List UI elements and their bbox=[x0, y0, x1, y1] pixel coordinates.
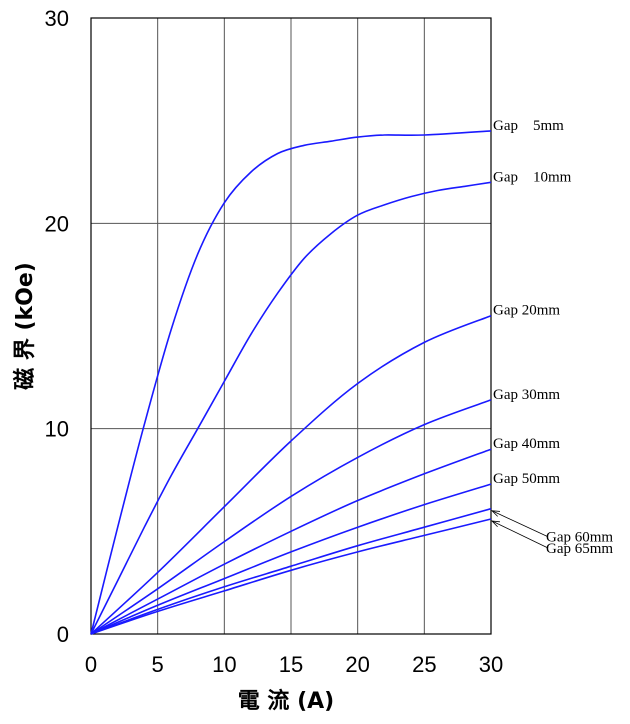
y-tick-label: 10 bbox=[45, 417, 69, 442]
series-line bbox=[90, 130, 492, 635]
callout-arrowhead bbox=[490, 520, 501, 528]
x-tick-label: 20 bbox=[345, 652, 369, 677]
series-label: Gap 65mm bbox=[546, 541, 613, 557]
callout-arrow bbox=[491, 510, 549, 538]
series-line bbox=[90, 518, 492, 635]
x-axis-label: 電 流 (A) bbox=[238, 688, 334, 714]
series-line bbox=[90, 399, 492, 635]
series-labels: Gap 5mm Gap 10mm Gap 20mm Gap 30mm Gap 40mm G… bbox=[490, 118, 613, 557]
series-label: Gap 20mm bbox=[493, 303, 560, 319]
grid-lines bbox=[91, 18, 491, 634]
callout-arrowhead bbox=[490, 510, 501, 517]
x-tick-label: 25 bbox=[412, 652, 436, 677]
y-tick-label: 0 bbox=[57, 622, 69, 647]
series-lines bbox=[90, 130, 492, 635]
y-axis-label: 磁 界 (kOe) bbox=[12, 262, 38, 390]
series-label: Gap 40mm bbox=[493, 436, 560, 452]
series-label: Gap 30mm bbox=[493, 387, 560, 403]
series-line bbox=[90, 483, 492, 635]
series-label: Gap 10mm bbox=[493, 169, 572, 185]
x-tick-label: 30 bbox=[479, 652, 503, 677]
series-label: Gap 60mm bbox=[546, 530, 613, 546]
series-line bbox=[90, 448, 492, 635]
series-line bbox=[90, 181, 492, 635]
y-tick-label: 20 bbox=[45, 211, 69, 236]
y-tick-labels: 0 10 20 30 bbox=[45, 6, 69, 647]
plot-frame bbox=[90, 17, 492, 635]
callout-arrow bbox=[491, 520, 549, 549]
x-tick-label: 10 bbox=[212, 652, 236, 677]
series-line bbox=[90, 507, 492, 635]
y-tick-label: 30 bbox=[45, 6, 69, 31]
series-label: Gap 50mm bbox=[493, 471, 560, 487]
series-line bbox=[90, 314, 492, 635]
series-label: Gap 5mm bbox=[493, 118, 564, 134]
x-tick-label: 15 bbox=[279, 652, 303, 677]
x-tick-labels: 0 5 10 15 20 25 30 bbox=[85, 652, 503, 677]
x-tick-label: 0 bbox=[85, 652, 97, 677]
x-tick-label: 5 bbox=[152, 652, 164, 677]
